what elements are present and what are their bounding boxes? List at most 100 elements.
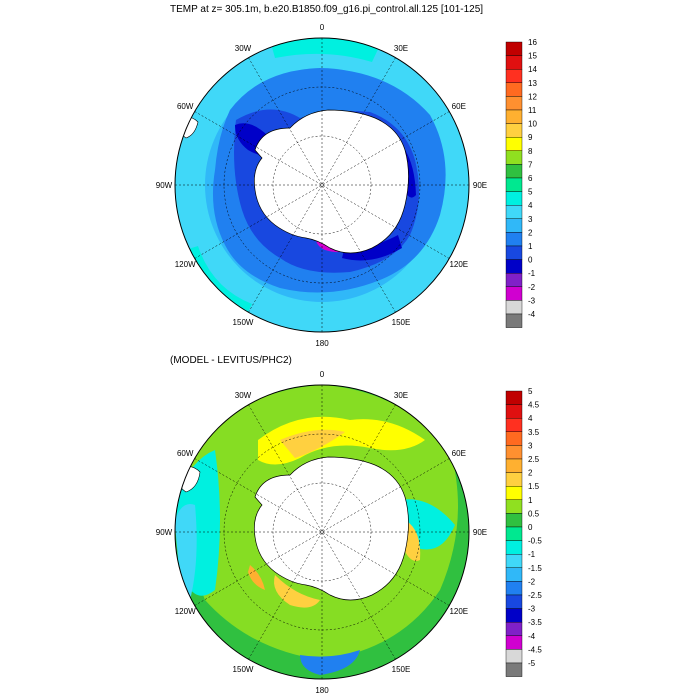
colorbar-swatch: [505, 232, 523, 247]
longitude-label: 120E: [449, 607, 468, 616]
colorbar-label: 6: [528, 174, 533, 183]
longitude-label: 60W: [177, 102, 194, 111]
graticule-top: [175, 38, 469, 332]
colorbar-swatch: [505, 259, 523, 274]
colorbar-swatch: [505, 635, 523, 650]
colorbar-swatch: [505, 313, 523, 328]
colorbar-swatch: [505, 608, 523, 623]
top-map-border: [174, 37, 470, 333]
bottom-polar-map: [174, 384, 470, 680]
colorbar-swatch: [505, 581, 523, 596]
colorbar-label: 3.5: [528, 428, 540, 437]
longitude-label: 150W: [233, 665, 254, 674]
longitude-label: 90W: [156, 528, 173, 537]
longitude-label: 30E: [394, 44, 408, 53]
colorbar-label: 11: [528, 106, 537, 115]
colorbar-label: 2: [528, 228, 533, 237]
longitude-label: 150E: [392, 318, 411, 327]
colorbar-swatch: [505, 567, 523, 582]
colorbar-swatch: [505, 526, 523, 541]
colorbar-label: 2.5: [528, 455, 540, 464]
longitude-label: 180: [315, 339, 329, 348]
colorbar-label: 5: [528, 188, 533, 197]
colorbar-label: 3: [528, 215, 533, 224]
colorbar-swatch: [505, 499, 523, 514]
colorbar-label: 15: [528, 52, 537, 61]
colorbar-swatch: [505, 472, 523, 487]
colorbar-label: -2: [528, 577, 536, 586]
colorbar-swatch: [505, 164, 523, 179]
colorbar-label: 2: [528, 469, 533, 478]
graticule-bottom: [175, 385, 469, 679]
colorbar-swatch: [505, 390, 523, 405]
colorbar-swatch: [505, 286, 523, 301]
colorbar-swatch: [505, 109, 523, 124]
colorbar-swatch: [505, 513, 523, 528]
longitude-label: 30W: [235, 44, 252, 53]
colorbar-swatch: [505, 594, 523, 609]
colorbar-label: -4.5: [528, 645, 542, 654]
colorbar-swatch: [505, 191, 523, 206]
diff-patch-neg1.5: [300, 650, 360, 675]
colorbar-label: 9: [528, 133, 533, 142]
longitude-label: 60E: [452, 449, 466, 458]
top-longitude-labels: 0 30E 60E 90E 120E 150E 180 150W 120W 90W 60W 30W: [156, 23, 487, 348]
top-map-title: TEMP at z= 305.1m, b.e20.B1850.f09_g16.p…: [170, 4, 484, 15]
longitude-label: 0: [320, 370, 325, 379]
diff-patch-ross-warm: [274, 575, 320, 608]
longitude-label: 0: [320, 23, 325, 32]
colorbar-swatch: [505, 204, 523, 219]
colorbar-swatch: [505, 486, 523, 501]
colorbar-label: -2.5: [528, 591, 542, 600]
colorbar-swatch: [505, 300, 523, 315]
colorbar-label: 1: [528, 496, 533, 505]
bottom-map-border: [174, 384, 470, 680]
colorbar-swatch: [505, 445, 523, 460]
colorbar-label: 1: [528, 242, 533, 251]
longitude-label: 90E: [473, 528, 487, 537]
longitude-label: 150W: [233, 318, 254, 327]
longitude-label: 120W: [175, 260, 196, 269]
colorbar-swatch: [505, 123, 523, 138]
colorbar-label: 13: [528, 79, 537, 88]
colorbar-label: 16: [528, 38, 537, 47]
antarctica-landmass: [253, 109, 409, 254]
colorbar-swatch: [505, 273, 523, 288]
colorbar-label: -0.5: [528, 537, 542, 546]
colorbar-swatch: [505, 418, 523, 433]
colorbar-swatch: [505, 622, 523, 637]
colorbar-swatch: [505, 55, 523, 70]
colorbar-swatch: [505, 68, 523, 83]
longitude-label: 60E: [452, 102, 466, 111]
colorbar-label: -2: [528, 283, 536, 292]
colorbar-label: 1.5: [528, 482, 540, 491]
colorbar-label: 5: [528, 387, 533, 396]
longitude-label: 120W: [175, 607, 196, 616]
longitude-label: 150E: [392, 665, 411, 674]
colorbar-label: 0: [528, 256, 533, 265]
colorbar-swatch: [505, 554, 523, 569]
colorbar-swatch: [505, 136, 523, 151]
colorbar-swatch: [505, 41, 523, 56]
colorbar-swatch: [505, 150, 523, 165]
colorbar-label: -3.5: [528, 618, 542, 627]
colorbar-label: 4: [528, 414, 533, 423]
bottom-colorbar: 5 4.5 4 3.5 3 2.5 2 1.5 1 0.5 0 -0.5 -1 -1.5 -2 -2.5 -3 -…: [505, 387, 542, 677]
colorbar-swatch: [505, 540, 523, 555]
colorbar-swatch: [505, 649, 523, 664]
antarctica-landmass: [253, 456, 409, 601]
colorbar-swatch: [505, 82, 523, 97]
bottom-longitude-labels: 0 30E 60E 90E 120E 150E 180 150W 120W 90W 60W 30W: [156, 370, 487, 695]
colorbar-label: 0.5: [528, 509, 540, 518]
colorbar-label: 8: [528, 147, 533, 156]
colorbar-label: -1.5: [528, 564, 542, 573]
colorbar-label: -3: [528, 296, 536, 305]
diff-patch-west-blue: [175, 504, 197, 600]
colorbar-swatch: [505, 431, 523, 446]
longitude-label: 60W: [177, 449, 194, 458]
colorbar-swatch: [505, 96, 523, 111]
colorbar-label: 0: [528, 523, 533, 532]
diff-patch-amundsen-warm: [248, 565, 265, 590]
